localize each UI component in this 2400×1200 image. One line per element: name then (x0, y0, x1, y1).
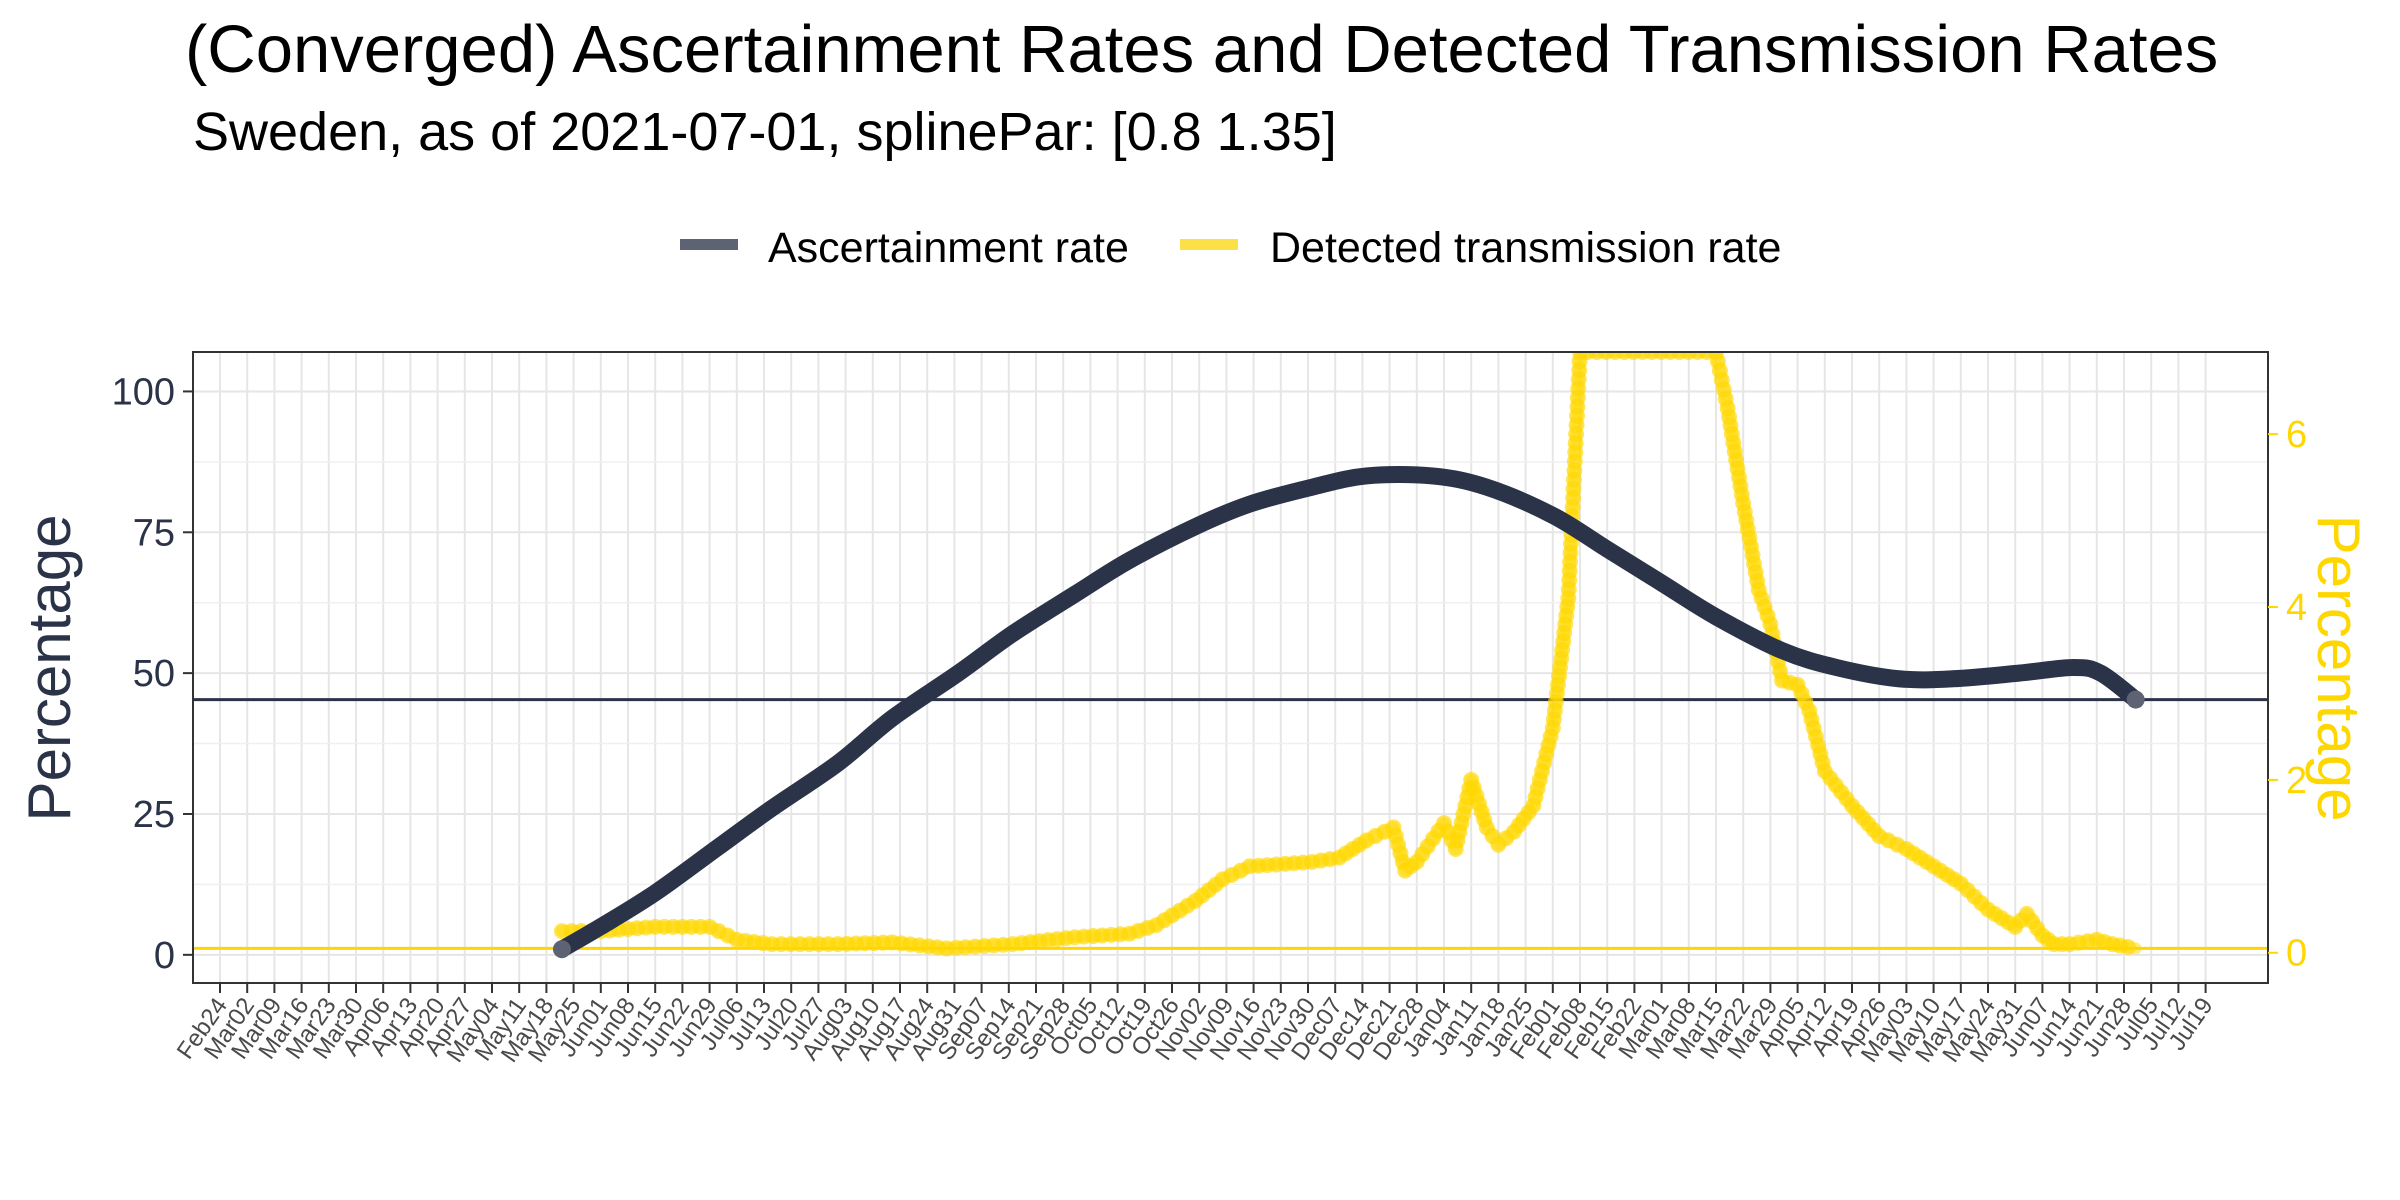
plot-border (192, 351, 2269, 984)
legend-label-detected: Detected transmission rate (1270, 224, 1781, 272)
chart-title: (Converged) Ascertainment Rates and Dete… (185, 12, 2218, 87)
y-tick-label-right: 4 (2286, 587, 2307, 629)
point-ascertainment-rate-end (2126, 690, 2145, 709)
y-axis-title-left: Percentage (16, 515, 83, 822)
y-tick-label-left: 0 (154, 935, 175, 977)
series-detected-transmission-rate (553, 352, 2142, 957)
legend-label-ascertainment: Ascertainment rate (768, 224, 1129, 272)
legend-swatch-ascertainment (680, 239, 738, 250)
series-ascertainment-rate (552, 466, 2145, 959)
legend-swatch-detected (1180, 239, 1238, 250)
y-tick-label-right: 6 (2286, 414, 2307, 456)
y-tick-label-left: 100 (112, 371, 175, 413)
gridlines (193, 352, 2268, 983)
point-detected-transmission-rate (2119, 938, 2136, 955)
y-tick-label-left: 75 (133, 512, 175, 554)
line-ascertainment-rate (553, 466, 2145, 958)
chart-subtitle: Sweden, as of 2021-07-01, splinePar: [0.… (193, 102, 1337, 162)
point-ascertainment-rate-start (552, 940, 571, 959)
y-axis-title-right: Percentage (2305, 515, 2372, 822)
series-layer (193, 352, 2268, 959)
y-tick-label-right: 2 (2286, 760, 2307, 802)
y-tick-label-right: 0 (2286, 933, 2307, 975)
axes: 02550751000246Feb24Mar02Mar09Mar16Mar23M… (112, 371, 2308, 1067)
y-tick-label-left: 25 (133, 794, 175, 836)
legend: Ascertainment rate Detected transmission… (680, 224, 1781, 272)
y-tick-label-left: 50 (133, 653, 175, 695)
